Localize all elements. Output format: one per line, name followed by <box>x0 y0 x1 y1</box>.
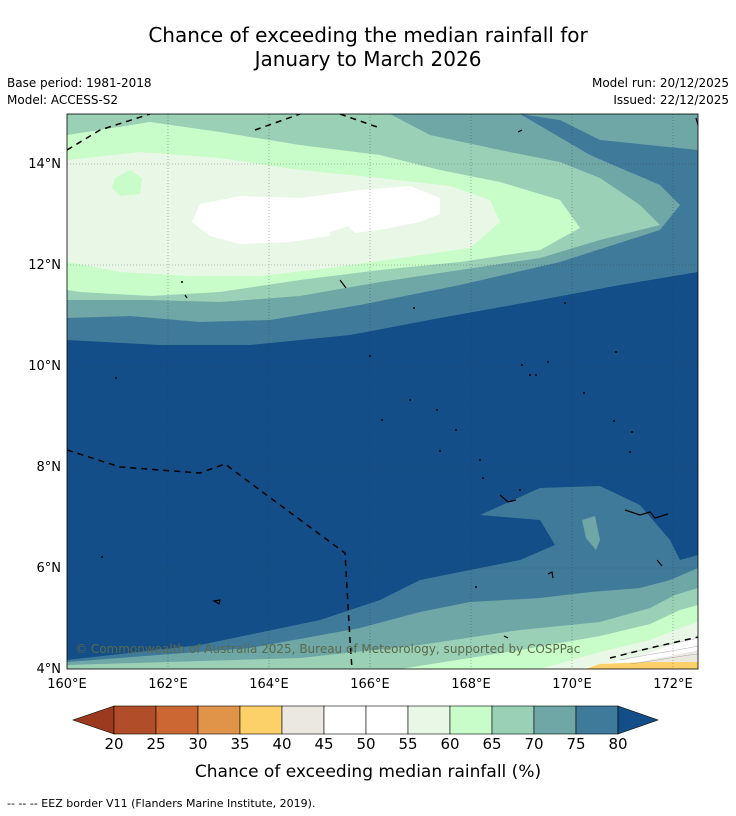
lon-label: 168°E <box>451 677 491 692</box>
colorbar-tick-label: 55 <box>398 735 418 753</box>
colorbar-swatch <box>407 705 451 735</box>
contour-60-patch <box>112 170 142 196</box>
colorbar-swatch <box>155 705 199 735</box>
colorbar-tick-label: 20 <box>104 735 124 753</box>
contour-70-patch <box>582 516 600 550</box>
colorbar-tick-label: 60 <box>440 735 460 753</box>
colorbar-label: Chance of exceeding median rainfall (%) <box>194 762 542 782</box>
colorbar-swatch <box>365 705 409 735</box>
colorbar-swatch <box>281 705 325 735</box>
colorbar-swatch <box>113 705 157 735</box>
colorbar <box>72 705 659 735</box>
lon-label: 166°E <box>350 677 390 692</box>
colorbar-swatch <box>533 705 577 735</box>
lon-label: 162°E <box>148 677 188 692</box>
issued-date: Issued: 22/12/2025 <box>613 93 729 107</box>
lon-label: 170°E <box>552 677 592 692</box>
colorbar-swatch <box>323 705 367 735</box>
lat-label: 14°N <box>28 157 61 172</box>
colorbar-tick-label: 40 <box>272 735 292 753</box>
colorbar-tick-label: 80 <box>608 735 628 753</box>
colorbar-swatch <box>449 705 493 735</box>
colorbar-high-arrow <box>617 705 659 735</box>
lat-label: 6°N <box>37 561 62 576</box>
lat-label: 10°N <box>28 359 61 374</box>
colorbar-swatch <box>575 705 619 735</box>
colorbar-tick-label: 75 <box>566 735 586 753</box>
lon-label: 164°E <box>249 677 289 692</box>
contour-35-south <box>585 662 698 669</box>
map-contours <box>67 114 698 669</box>
title-line-2: January to March 2026 <box>254 47 482 71</box>
colorbar-tick-label: 45 <box>314 735 334 753</box>
colorbar-tick-label: 65 <box>482 735 502 753</box>
colorbar-tick-label: 25 <box>146 735 166 753</box>
lat-label: 8°N <box>37 460 62 475</box>
colorbar-low-arrow <box>72 705 115 735</box>
title-line-1: Chance of exceeding the median rainfall … <box>148 23 588 47</box>
eez-footnote: -- -- -- EEZ border V11 (Flanders Marine… <box>7 797 316 810</box>
contour-50-north <box>192 186 440 244</box>
model-name: Model: ACCESS-S2 <box>7 93 119 107</box>
copyright-text: © Commonwealth of Australia 2025, Bureau… <box>75 642 580 656</box>
colorbar-tick-label: 50 <box>356 735 376 753</box>
model-run: Model run: 20/12/2025 <box>591 76 729 90</box>
small-islands <box>101 281 633 588</box>
colorbar-swatch <box>197 705 241 735</box>
contour-lines <box>619 637 698 665</box>
lat-label: 12°N <box>28 258 61 273</box>
islands <box>184 117 698 639</box>
colorbar-swatch <box>239 705 283 735</box>
colorbar-tick-label: 35 <box>230 735 250 753</box>
lon-label: 160°E <box>47 677 87 692</box>
gridlines <box>67 114 698 669</box>
lat-labels: 14°N 12°N 10°N 8°N 6°N 4°N <box>28 157 61 677</box>
lon-labels: 160°E 162°E 164°E 166°E 168°E 170°E 172°… <box>47 677 693 692</box>
base-period: Base period: 1981-2018 <box>7 76 152 90</box>
colorbar-tick-label: 70 <box>524 735 544 753</box>
eez-borders <box>67 114 698 669</box>
lon-label: 172°E <box>653 677 693 692</box>
colorbar-tick-label: 30 <box>188 735 208 753</box>
lat-label: 4°N <box>37 662 62 677</box>
map-frame <box>66 113 699 670</box>
colorbar-swatch <box>491 705 535 735</box>
contour-55-island <box>330 226 358 244</box>
